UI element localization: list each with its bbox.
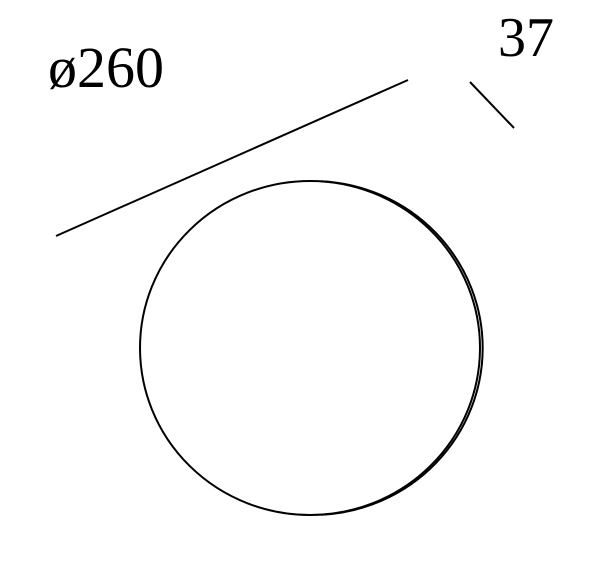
depth-dimension-line bbox=[470, 82, 514, 128]
technical-drawing: ø260 37 bbox=[0, 0, 600, 564]
disc-face bbox=[140, 181, 480, 515]
diameter-label: ø260 bbox=[48, 34, 164, 101]
depth-label: 37 bbox=[498, 6, 554, 70]
